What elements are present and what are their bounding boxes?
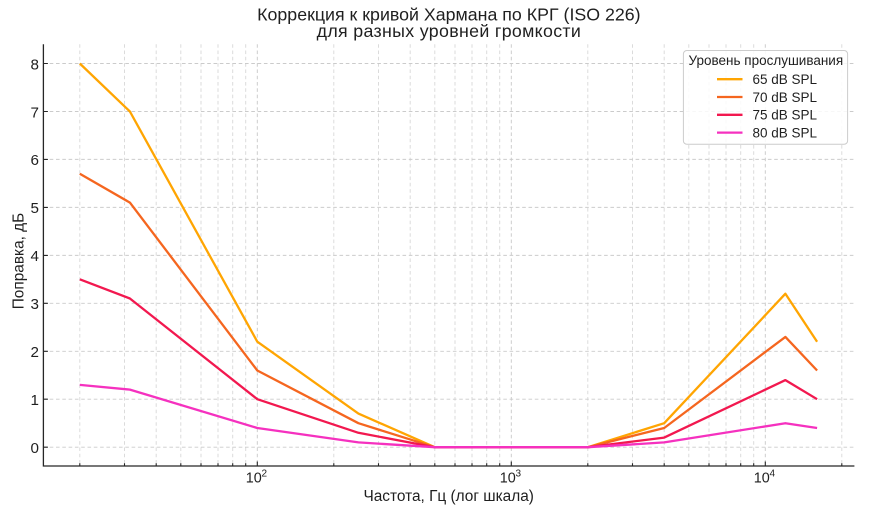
svg-text:3: 3 [516, 468, 522, 479]
svg-text:2: 2 [262, 468, 268, 479]
svg-text:4: 4 [30, 248, 38, 265]
svg-text:80 dB SPL: 80 dB SPL [753, 125, 818, 140]
svg-text:65 dB SPL: 65 dB SPL [753, 72, 818, 87]
svg-text:Уровень прослушивания: Уровень прослушивания [689, 53, 844, 68]
svg-text:3: 3 [30, 296, 38, 313]
svg-text:70 dB SPL: 70 dB SPL [753, 90, 818, 105]
svg-text:1: 1 [30, 392, 38, 409]
svg-text:10: 10 [246, 471, 262, 487]
svg-text:6: 6 [30, 152, 38, 169]
svg-text:Частота, Гц (лог шкала): Частота, Гц (лог шкала) [363, 488, 533, 505]
svg-text:для разных уровней громкости: для разных уровней громкости [317, 21, 582, 41]
svg-text:7: 7 [30, 104, 38, 121]
svg-text:10: 10 [500, 471, 516, 487]
svg-text:8: 8 [30, 56, 38, 73]
svg-text:0: 0 [30, 440, 38, 457]
svg-text:75 dB SPL: 75 dB SPL [753, 108, 818, 123]
svg-text:5: 5 [30, 200, 38, 217]
svg-text:Коррекция к кривой Хармана по: Коррекция к кривой Хармана по КРГ (ISO 2… [257, 4, 640, 24]
svg-text:Поправка, дБ: Поправка, дБ [11, 213, 28, 310]
svg-text:10: 10 [754, 471, 770, 487]
svg-text:2: 2 [30, 344, 38, 361]
svg-text:4: 4 [770, 468, 776, 479]
